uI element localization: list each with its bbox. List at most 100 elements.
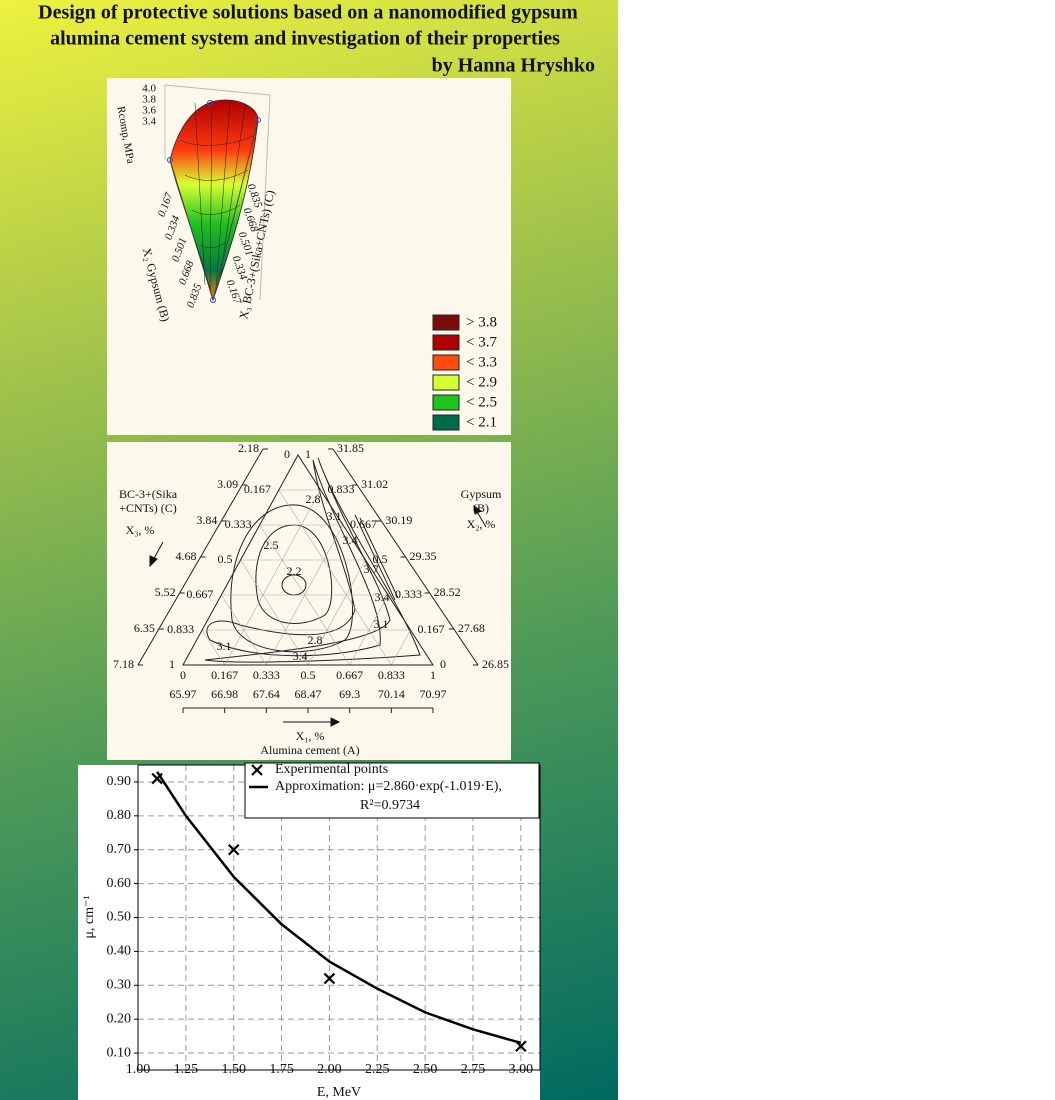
bottom-inner-label: 0.167 [211,668,238,682]
left-inner-label: 0.5 [218,552,233,566]
y-tick-label: 0.30 [107,977,132,992]
y-tick-label: 0.60 [107,876,132,891]
bottom-inner-label: 0.5 [301,668,316,682]
approximation-line [156,771,522,1045]
ternary-grid [278,489,392,666]
contour-label: 3.1 [217,639,232,653]
right-outer-label: 26.85 [482,657,509,671]
left-outer-label: 3.84 [196,513,217,527]
title-line: alumina cement system and investigation … [50,28,560,50]
left-outer-label: 7.18 [113,657,134,671]
legend-swatch [432,394,460,411]
surface-axes [169,119,259,302]
experimental-point [323,972,336,985]
b-title: Gypsum [461,487,502,501]
left-inner-label: 0.833 [167,622,194,636]
bottom-outer-label: 70.97 [420,687,447,701]
c-title: +CNTs) (C) [119,501,177,515]
contour-label: 3.4 [375,590,390,604]
contour-label: 3.4 [293,649,308,663]
legend-swatch [432,414,460,431]
title-line: Design of protective solutions based on … [38,2,578,24]
y-tick-label: 0.90 [107,774,132,789]
right-inner-label: 0.5 [373,552,388,566]
right-inner-label: 0.333 [395,587,422,601]
y-tick-label: 0.50 [107,910,132,925]
bottom-inner-label: 0.833 [378,668,405,682]
contour-label: 3.1 [327,509,342,523]
left-inner-label: 0.167 [244,482,271,496]
legend-box [244,762,540,819]
left-inner-label: 0 [284,447,290,461]
legend-label: < 2.1 [466,414,497,430]
y-axis-label: μ, cm⁻¹ [82,895,97,938]
y-tick-label: 0.20 [107,1011,132,1026]
right-outer-label: 30.19 [385,513,412,527]
left-outer-label: 5.52 [155,585,176,599]
bottom-inner-label: 1 [430,668,436,682]
ternary-grid [307,559,366,666]
surface-vertices [167,100,261,303]
legend-swatch [432,354,460,371]
legend-cross [251,764,263,776]
contour-label: 2.8 [308,633,323,647]
c-variable: X₃, % [126,523,155,537]
contour-label: 2.5 [264,538,279,552]
bottom-inner-label: 0 [180,668,186,682]
left-outer-label: 2.18 [238,441,259,455]
ternary-triangle [182,454,434,666]
contour-label: 2.2 [287,564,302,578]
legend-note: R²=0.9734 [360,798,420,813]
bottom-outer-label: 68.47 [295,687,322,701]
bottom-outer-label: 67.64 [253,687,280,701]
right-inner-label: 0.167 [418,622,445,636]
left-outer-label: 4.68 [176,549,197,563]
legend-label: < 3.7 [466,334,497,350]
ternary-grid [224,489,321,666]
right-inner-label: 0.667 [350,517,377,531]
c-title: BC-3+(Sika [119,487,178,501]
bottom-outer-label: 66.98 [211,687,238,701]
right-inner-label: 0 [440,657,446,671]
right-outer-label: 27.68 [458,621,485,635]
bottom-outer-label: 65.97 [170,687,197,701]
legend-label: Approximation: μ=2.860·exp(-1.019·E), [275,779,502,794]
bottom-outer-label: 69.3 [339,687,360,701]
ternary-arrows [149,504,487,727]
y-tick-label: 0.70 [107,842,132,857]
contour-label: 3.4 [343,533,358,547]
y-tick-label: 0.10 [107,1045,132,1060]
author: by Hanna Hryshko [432,55,595,77]
a-variable: X₁, % [296,729,325,743]
left-inner-label: 0.333 [225,517,252,531]
ternary-panel [107,442,511,760]
chart-panel [78,765,540,1100]
contour-label: 3.7 [364,562,379,576]
ternary-grid [391,629,411,666]
left-outer-label: 3.09 [217,477,238,491]
legend-label: < 2.9 [466,374,497,390]
right-outer-label: 31.02 [361,477,388,491]
ternary-grid [259,524,350,666]
a-title: Alumina cement (A) [260,743,359,757]
right-outer-label: 29.35 [410,549,437,563]
z-tick-label: 3.8 [142,94,156,106]
legend-label: Experimental points [275,762,388,777]
bottom-inner-label: 0.667 [336,668,363,682]
legend-label: < 2.5 [466,394,497,410]
y-tick-label: 0.40 [107,944,132,959]
contour-label: 2.8 [306,492,321,506]
z-tick-label: 3.4 [142,116,156,128]
contour-label: 3.1 [374,617,389,631]
legend-swatch [432,374,460,391]
legend-swatch [432,314,460,331]
x-axis-label: E, MeV [317,1085,361,1100]
left-inner-label: 0.667 [186,587,213,601]
z-tick-label: 3.6 [142,105,156,117]
experimental-point [227,843,240,856]
ternary-grid [240,559,309,666]
right-inner-label: 1 [305,447,311,461]
left-inner-label: 1 [169,657,175,671]
